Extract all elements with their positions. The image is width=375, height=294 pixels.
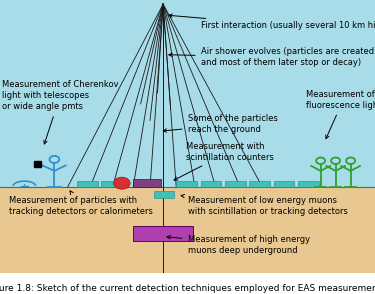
Text: Some of the particles
reach the ground: Some of the particles reach the ground	[163, 114, 278, 134]
Text: Measurement of particles with
tracking detectors or calorimeters: Measurement of particles with tracking d…	[9, 191, 153, 216]
Bar	[201, 181, 221, 187]
Text: Measurement with
scintillation counters: Measurement with scintillation counters	[174, 142, 273, 180]
Bar	[225, 181, 246, 187]
Text: Measurement of high energy
muons deep underground: Measurement of high energy muons deep un…	[167, 235, 310, 255]
Bar	[249, 181, 270, 187]
Bar	[0, 0, 375, 187]
Bar	[133, 225, 193, 240]
Bar	[154, 191, 174, 198]
Text: Air shower evolves (particles are created
and most of them later stop or decay): Air shower evolves (particles are create…	[169, 47, 374, 67]
Bar	[133, 179, 161, 187]
Text: First interaction (usually several 10 km high): First interaction (usually several 10 km…	[169, 14, 375, 31]
Text: Figure 1.8: Sketch of the current detection techniques employed for EAS measurem: Figure 1.8: Sketch of the current detect…	[0, 283, 375, 293]
Bar	[0, 187, 375, 273]
Bar	[101, 181, 122, 187]
Bar	[274, 181, 294, 187]
Bar	[34, 161, 41, 167]
Text: Measurement of Cherenkov
light with telescopes
or wide angle pmts: Measurement of Cherenkov light with tele…	[2, 80, 118, 144]
Bar	[298, 181, 319, 187]
Text: Measurement of
fluorescence light: Measurement of fluorescence light	[306, 90, 375, 139]
Text: Measurement of low energy muons
with scintillation or tracking detectors: Measurement of low energy muons with sci…	[181, 194, 347, 216]
Bar	[77, 181, 98, 187]
Bar	[176, 181, 197, 187]
Circle shape	[114, 177, 130, 189]
